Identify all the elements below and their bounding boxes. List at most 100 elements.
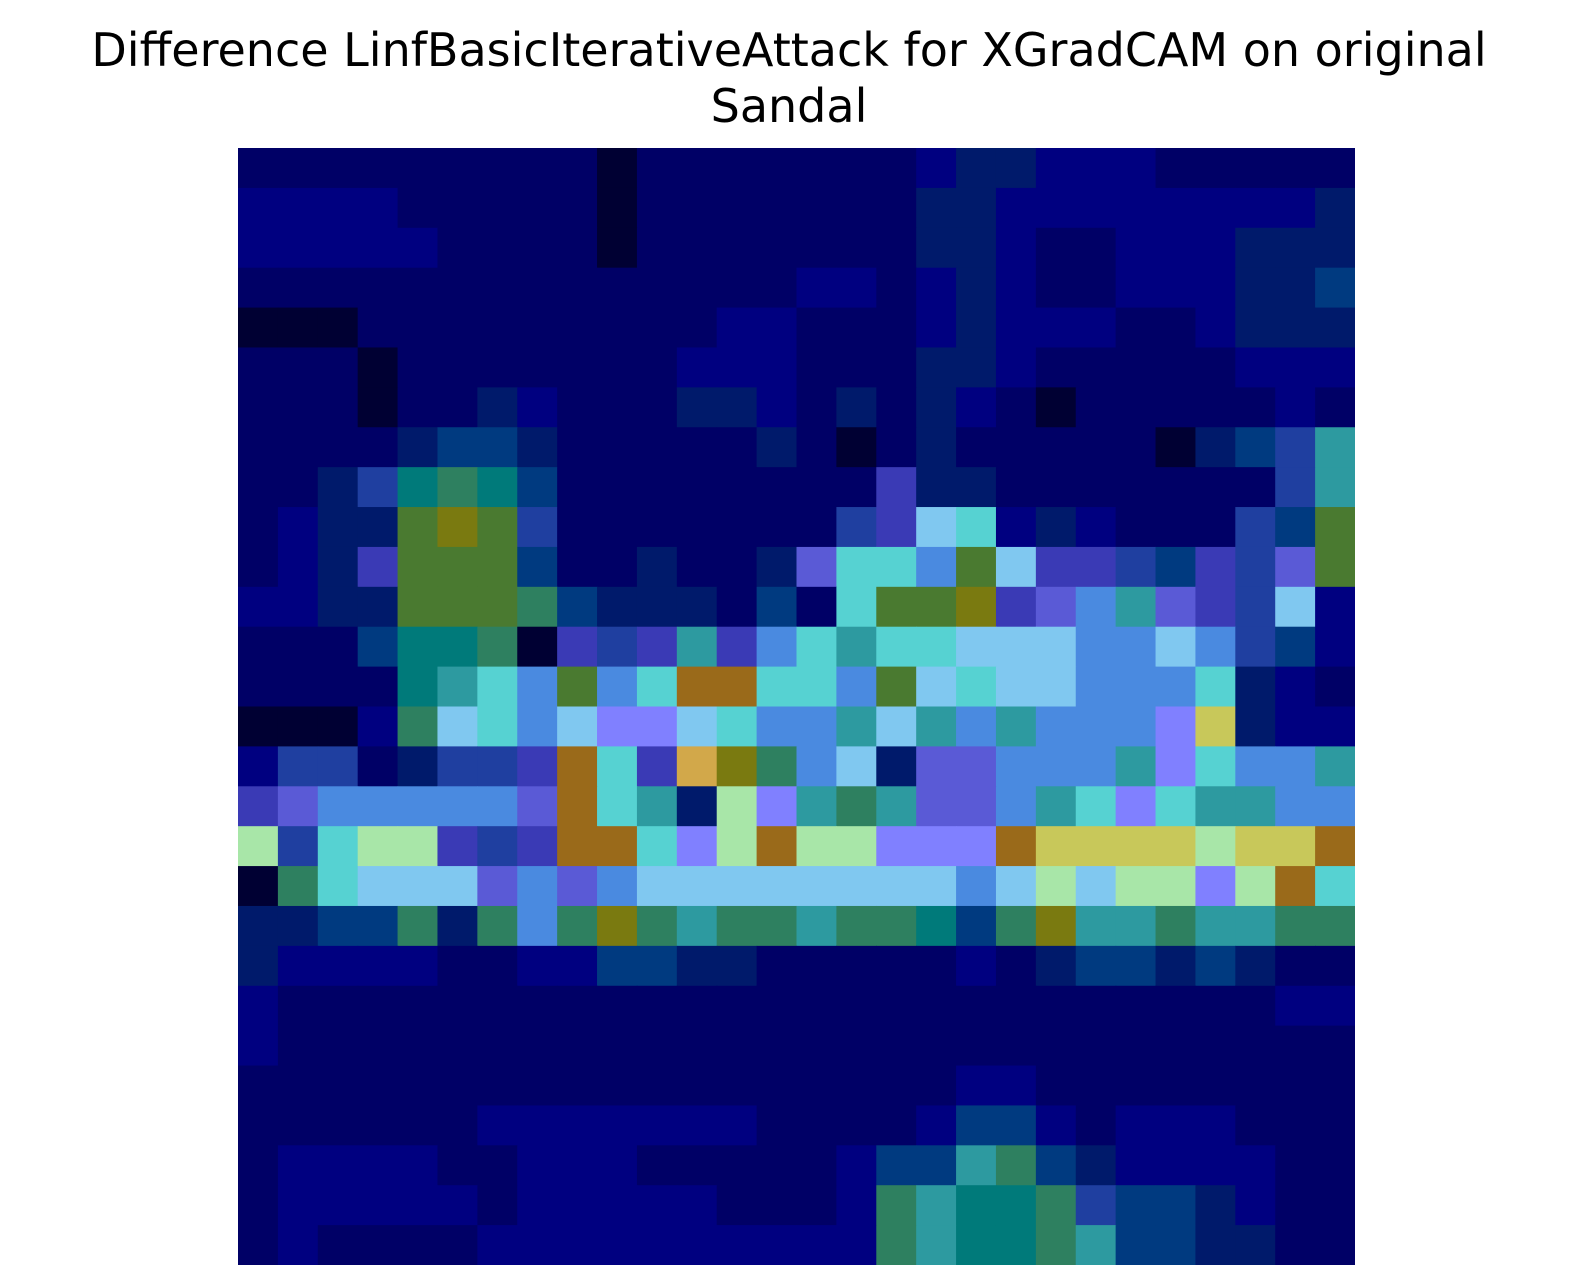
heatmap-cell [1275,1025,1316,1067]
heatmap-cell [517,666,558,708]
heatmap-cell [995,1225,1037,1265]
heatmap-cell [1075,905,1117,947]
heatmap-cell [636,1065,678,1107]
heatmap-cell [357,467,399,508]
heatmap-cell [756,347,798,388]
heatmap-cell [1155,546,1197,588]
heatmap-cell [1235,227,1276,269]
heatmap-cell [956,985,997,1027]
heatmap-cell [397,746,439,787]
heatmap-cell [477,1225,518,1265]
heatmap-cell [756,507,798,548]
heatmap-cell [1275,1065,1316,1107]
heatmap-cell [517,826,558,867]
heatmap-cell [636,148,678,189]
heatmap-cell [1195,387,1236,428]
heatmap-cell [597,467,638,508]
heatmap-cell [1275,945,1316,987]
heatmap-cell [477,347,518,388]
heatmap-cell [1315,1145,1355,1186]
heatmap-cell [876,1225,917,1265]
heatmap-cell [357,985,399,1027]
heatmap-cell [1195,347,1236,388]
heatmap-cell [517,148,558,189]
heatmap-cell [1035,507,1077,548]
heatmap-cell [836,866,877,907]
heatmap-cell [317,586,359,628]
heatmap-cell [916,187,957,229]
heatmap-cell [277,666,319,708]
heatmap-cell [636,866,678,907]
heatmap-cell [1315,1025,1355,1067]
heatmap-cell [1275,427,1316,468]
heatmap-cell [1275,985,1316,1027]
heatmap-cell [1195,985,1236,1027]
heatmap-cell [317,905,359,947]
heatmap-cell [1195,507,1236,548]
heatmap-cell [1035,546,1077,588]
heatmap-cell [1275,307,1316,349]
heatmap-cell [636,387,678,428]
heatmap-cell [756,427,798,468]
heatmap-cell [876,746,917,787]
heatmap-cell [437,387,478,428]
heatmap-cell [397,1065,439,1107]
heatmap-cell [477,1065,518,1107]
heatmap-cell [277,905,319,947]
heatmap-cell [597,626,638,668]
heatmap-cell [597,786,638,827]
heatmap-cell [557,985,598,1027]
heatmap-cell [1235,746,1276,787]
heatmap-cell [1235,507,1276,548]
heatmap-cell [437,626,478,668]
heatmap-cell [756,546,798,588]
heatmap-cell [836,427,877,468]
heatmap-cell [477,1185,518,1226]
heatmap-cell [1035,187,1077,229]
heatmap-cell [238,187,279,229]
heatmap-cell [1155,1145,1197,1186]
heatmap-cell [557,1145,598,1186]
heatmap-cell [1075,1225,1117,1265]
heatmap-cell [557,945,598,987]
chart-title-line-2: Sandal [710,79,868,133]
heatmap-cell [1315,227,1355,269]
heatmap-cell [557,427,598,468]
heatmap-cell [357,786,399,827]
heatmap-cell [1115,945,1157,987]
heatmap-cell [995,666,1037,708]
heatmap-cell [1315,586,1355,628]
heatmap-cell [397,387,439,428]
heatmap-cell [238,706,279,747]
heatmap-cell [995,905,1037,947]
heatmap-cell [1195,427,1236,468]
heatmap-cell [876,1105,917,1146]
heatmap-cell [1275,626,1316,668]
heatmap-cell [716,826,758,867]
heatmap-cell [557,187,598,229]
heatmap-cell [1075,307,1117,349]
heatmap-cell [956,387,997,428]
heatmap-cell [916,905,957,947]
heatmap-cell [676,546,718,588]
heatmap-cell [1075,666,1117,708]
heatmap-cell [437,666,478,708]
heatmap-cell [1315,507,1355,548]
heatmap-cell [836,546,877,588]
heatmap-cell [796,786,837,827]
heatmap-cell [916,786,957,827]
heatmap-cell [397,866,439,907]
heatmap-cell [1195,786,1236,827]
heatmap-cell [277,586,319,628]
heatmap-cell [1155,1105,1197,1146]
heatmap-cell [1155,1025,1197,1067]
heatmap-cell [277,746,319,787]
heatmap-cell [1035,1065,1077,1107]
heatmap-cell [756,666,798,708]
heatmap-cell [716,546,758,588]
heatmap-cell [956,666,997,708]
heatmap-cell [1155,706,1197,747]
heatmap-cell [517,387,558,428]
heatmap-cell [676,1105,718,1146]
